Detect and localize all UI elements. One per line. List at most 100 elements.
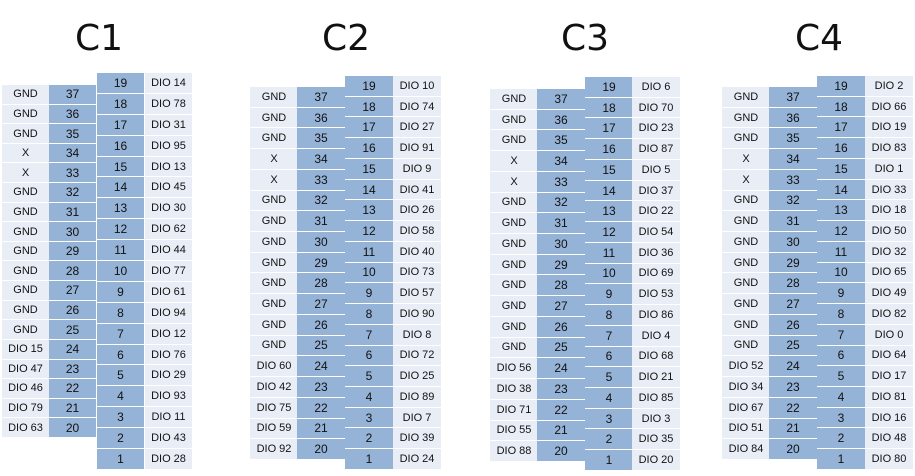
signal-label: DIO 11	[145, 407, 192, 429]
signal-label: DIO 27	[393, 117, 441, 139]
signal-label: DIO 56	[490, 358, 538, 380]
pin-number: 20	[537, 441, 585, 462]
signal-label: DIO 40	[393, 241, 441, 263]
pin-number-column: 37 36 35 34 33 32 31 30 29 28 27 26 25 24 23 22 21 20	[537, 89, 585, 462]
signal-label: DIO 0	[865, 324, 913, 346]
pin-number: 27	[769, 294, 817, 315]
pin-number: 33	[297, 169, 345, 191]
pin-number: 16	[97, 135, 144, 157]
signal-label: DIO 65	[865, 262, 913, 284]
signal-label: DIO 4	[632, 325, 680, 347]
pin-number: 14	[817, 179, 865, 201]
pin-number: 5	[817, 366, 865, 388]
pin-number: 28	[297, 273, 345, 295]
pin-number: 9	[817, 283, 865, 305]
signal-label: GND	[490, 316, 538, 338]
signal-label: DIO 7	[393, 407, 441, 429]
signal-label: GND	[722, 273, 770, 295]
signal-label: GND	[2, 183, 49, 203]
pin-number: 14	[585, 180, 633, 202]
signal-label: DIO 31	[145, 114, 192, 136]
signal-label: DIO 78	[145, 93, 192, 115]
signal-label: GND	[2, 104, 49, 125]
signal-label: DIO 85	[632, 388, 680, 409]
signal-label: X	[722, 169, 770, 191]
pin-number: 1	[345, 449, 393, 470]
pin-number: 15	[817, 158, 865, 180]
pin-number: 4	[817, 387, 865, 408]
signal-label: DIO 8	[393, 324, 441, 346]
signal-label: GND	[722, 314, 770, 336]
signal-label: GND	[2, 85, 49, 105]
signal-label: DIO 10	[393, 76, 441, 97]
pin-number: 16	[345, 138, 393, 159]
pin-number: 21	[297, 418, 345, 440]
pin-number: 19	[585, 77, 633, 98]
pin-number: 1	[97, 449, 144, 470]
pin-number: 36	[537, 109, 585, 131]
pin-number: 8	[817, 304, 865, 325]
pin-number: 36	[49, 104, 96, 125]
signal-label: GND	[250, 190, 298, 212]
signal-label: DIO 86	[632, 305, 680, 326]
pin-number: 8	[585, 305, 633, 326]
pin-number: 25	[769, 335, 817, 357]
pin-number: 13	[345, 200, 393, 222]
signal-label: DIO 22	[632, 201, 680, 223]
signal-label: DIO 76	[145, 344, 192, 366]
signal-label: DIO 12	[145, 323, 192, 345]
pin-number: 23	[297, 377, 345, 398]
signal-label: X	[2, 163, 49, 184]
pin-number: 32	[537, 192, 585, 214]
signal-label: DIO 68	[632, 346, 680, 368]
signal-label: DIO 60	[250, 356, 298, 378]
signal-label: DIO 71	[490, 399, 538, 421]
pin-number: 8	[345, 304, 393, 325]
signal-label: GND	[250, 314, 298, 336]
signal-label: GND	[490, 213, 538, 235]
signal-label: GND	[722, 252, 770, 274]
signal-label: GND	[250, 232, 298, 253]
pin-number: 15	[345, 158, 393, 180]
signal-label: DIO 28	[145, 449, 192, 470]
pin-number-column: 37 36 35 34 33 32 31 30 29 28 27 26 25 24 23 22 21 20	[769, 87, 817, 460]
pin-number: 11	[97, 240, 144, 262]
pin-number: 34	[297, 149, 345, 170]
pin-number: 24	[769, 356, 817, 378]
pin-number: 28	[537, 275, 585, 297]
signal-label-column: DIO 2 DIO 66 DIO 19 DIO 83 DIO 1 DIO 33 DIO 18…	[865, 76, 913, 470]
signal-label: DIO 24	[393, 449, 441, 470]
signal-label: GND	[722, 107, 770, 129]
pin-number: 5	[585, 367, 633, 389]
pin-number: 12	[345, 221, 393, 242]
pin-number: 24	[49, 339, 96, 360]
signal-label: DIO 62	[145, 219, 192, 241]
signal-label: DIO 89	[393, 387, 441, 408]
pin-number: 26	[49, 300, 96, 321]
pin-number: 32	[769, 190, 817, 212]
pin-number: 29	[769, 252, 817, 274]
pin-number: 18	[817, 96, 865, 118]
pin-number-column: 19 18 17 16 15 14 13 12 11 10 9 8 7 6 5 4 3 2 1	[345, 76, 393, 470]
signal-label: GND	[490, 192, 538, 214]
signal-label: DIO 87	[632, 139, 680, 160]
signal-label: GND	[490, 275, 538, 297]
pin-number: 30	[769, 232, 817, 253]
pin-number: 11	[585, 242, 633, 264]
pin-number: 35	[49, 124, 96, 144]
pin-number: 12	[585, 222, 633, 243]
signal-label: DIO 3	[632, 408, 680, 430]
pin-number: 34	[49, 143, 96, 164]
pin-number: 7	[97, 323, 144, 345]
pin-number: 26	[537, 316, 585, 338]
signal-label: DIO 66	[865, 96, 913, 118]
signal-label: DIO 51	[722, 418, 770, 440]
pin-number: 22	[49, 379, 96, 399]
signal-label: GND	[250, 128, 298, 150]
signal-label: DIO 21	[632, 367, 680, 389]
pin-number: 19	[817, 76, 865, 97]
pin-number: 3	[817, 407, 865, 429]
signal-label: DIO 95	[145, 135, 192, 157]
signal-label: DIO 88	[490, 441, 538, 462]
pin-number: 13	[97, 198, 144, 220]
